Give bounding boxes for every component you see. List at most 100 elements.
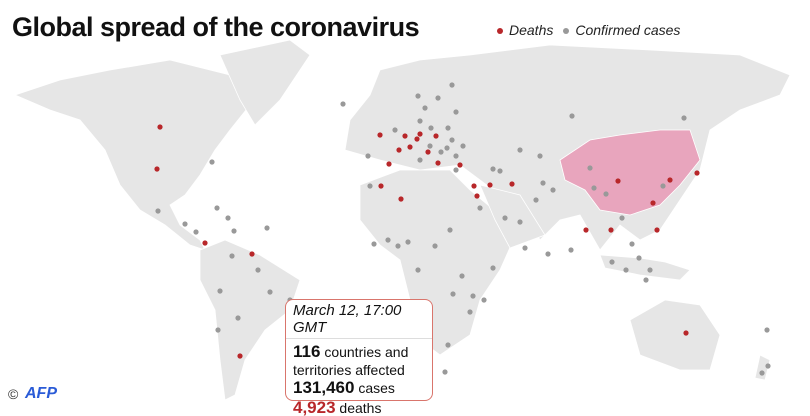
new-zealand [754, 354, 771, 381]
confirmed-case-dot [550, 187, 556, 193]
death-dot [378, 183, 384, 189]
confirmed-case-dot [453, 167, 459, 173]
confirmed-case-dot [643, 277, 649, 283]
confirmed-case-dot [445, 125, 451, 131]
indonesia [599, 254, 691, 281]
confirmed-case-dot [603, 191, 609, 197]
confirmed-case-dot [415, 93, 421, 99]
confirmed-case-dot [444, 145, 450, 151]
death-dot [487, 182, 493, 188]
confirmed-case-dot [517, 147, 523, 153]
confirmed-case-dot [267, 289, 273, 295]
confirmed-case-dot [453, 109, 459, 115]
death-dot [402, 133, 408, 139]
confirmed-case-dot [422, 105, 428, 111]
death-dot [435, 160, 441, 166]
map-title: Global spread of the coronavirus [12, 12, 420, 42]
confirmed-case-dot [460, 143, 466, 149]
death-dot [407, 144, 413, 150]
confirmed-case-dot [435, 95, 441, 101]
confirmed-case-dot [647, 267, 653, 273]
grey-dot-icon [563, 28, 570, 35]
death-dot [683, 330, 689, 336]
death-dot [474, 193, 480, 199]
china [559, 129, 701, 216]
legend-confirmed-label: Confirmed cases [575, 22, 681, 38]
confirmed-case-dot [432, 243, 438, 249]
australia [629, 299, 721, 371]
confirmed-case-dot [537, 153, 543, 159]
death-dot [386, 161, 392, 167]
confirmed-case-dot [417, 118, 423, 124]
confirmed-case-dot [477, 205, 483, 211]
confirmed-case-dot [453, 153, 459, 159]
confirmed-case-dot [481, 297, 487, 303]
confirmed-case-dot [629, 241, 635, 247]
confirmed-case-dot [445, 342, 451, 348]
confirmed-case-dot [438, 149, 444, 155]
confirmed-case-dot [182, 221, 188, 227]
confirmed-case-dot [502, 215, 508, 221]
death-dot [202, 240, 208, 246]
confirmed-case-dot [497, 168, 503, 174]
confirmed-case-dot [569, 113, 575, 119]
confirmed-case-dot [371, 241, 377, 247]
death-dot [414, 136, 420, 142]
confirmed-case-dot [215, 327, 221, 333]
confirmed-case-dot [231, 228, 237, 234]
confirmed-case-dot [340, 101, 346, 107]
confirmed-case-dot [764, 327, 770, 333]
countries-stat: 116 countries and [293, 342, 425, 362]
death-dot [583, 227, 589, 233]
legend-confirmed: Confirmed cases [563, 22, 680, 38]
death-dot [425, 149, 431, 155]
confirmed-case-dot [264, 225, 270, 231]
deaths-text: deaths [335, 400, 382, 416]
death-dot [608, 227, 614, 233]
confirmed-case-dot [447, 227, 453, 233]
death-dot [249, 251, 255, 257]
copyright-symbol: © [8, 386, 19, 402]
info-date: March 12, 17:00 GMT [286, 302, 432, 339]
confirmed-case-dot [587, 165, 593, 171]
confirmed-case-dot [417, 157, 423, 163]
confirmed-case-dot [660, 183, 666, 189]
confirmed-case-dot [449, 82, 455, 88]
confirmed-case-dot [522, 245, 528, 251]
confirmed-case-dot [235, 315, 241, 321]
info-box: March 12, 17:00 GMT 116 countries and te… [285, 299, 433, 416]
africa [359, 169, 521, 356]
confirmed-case-dot [193, 229, 199, 235]
death-dot [377, 132, 383, 138]
death-dot [417, 131, 423, 137]
death-dot [654, 227, 660, 233]
cases-text: cases [354, 380, 395, 396]
confirmed-case-dot [217, 288, 223, 294]
death-dot [694, 170, 700, 176]
death-dot [396, 147, 402, 153]
death-dot [471, 183, 477, 189]
death-dot [398, 196, 404, 202]
confirmed-case-dot [636, 255, 642, 261]
confirmed-case-dot [568, 247, 574, 253]
deaths-stat: 4,923 deaths [293, 398, 425, 416]
confirmed-case-dot [405, 239, 411, 245]
deaths-number: 4,923 [293, 398, 336, 416]
confirmed-case-dot [365, 153, 371, 159]
countries-text-2: territories affected [293, 362, 405, 378]
confirmed-case-dot [209, 159, 215, 165]
countries-text: countries and [320, 344, 409, 360]
death-dot [667, 177, 673, 183]
confirmed-case-dot [591, 185, 597, 191]
confirmed-case-dot [759, 370, 765, 376]
confirmed-case-dot [155, 208, 161, 214]
confirmed-case-dot [765, 363, 771, 369]
death-dot [650, 200, 656, 206]
confirmed-case-dot [619, 215, 625, 221]
confirmed-case-dot [609, 259, 615, 265]
greenland [219, 39, 311, 126]
legend-deaths: Deaths [497, 22, 553, 38]
south-america [199, 239, 301, 401]
